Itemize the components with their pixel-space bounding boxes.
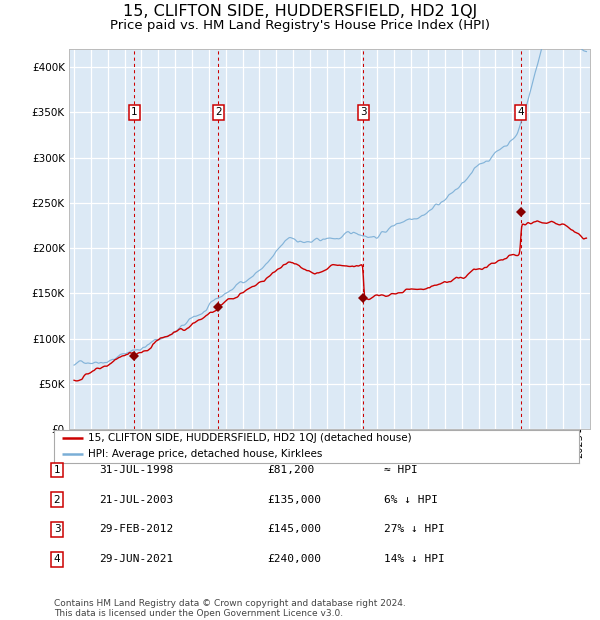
Text: 3: 3	[53, 525, 61, 534]
Text: 1: 1	[53, 465, 61, 475]
Text: 4: 4	[53, 554, 61, 564]
Text: 31-JUL-1998: 31-JUL-1998	[99, 465, 173, 475]
Text: Price paid vs. HM Land Registry's House Price Index (HPI): Price paid vs. HM Land Registry's House …	[110, 19, 490, 32]
Text: £145,000: £145,000	[267, 525, 321, 534]
Text: 15, CLIFTON SIDE, HUDDERSFIELD, HD2 1QJ (detached house): 15, CLIFTON SIDE, HUDDERSFIELD, HD2 1QJ …	[88, 433, 412, 443]
Text: ≈ HPI: ≈ HPI	[384, 465, 418, 475]
Text: 21-JUL-2003: 21-JUL-2003	[99, 495, 173, 505]
Text: 4: 4	[517, 107, 524, 117]
Text: 15, CLIFTON SIDE, HUDDERSFIELD, HD2 1QJ: 15, CLIFTON SIDE, HUDDERSFIELD, HD2 1QJ	[123, 4, 477, 19]
Text: 2: 2	[215, 107, 221, 117]
Text: 1: 1	[131, 107, 137, 117]
Text: £240,000: £240,000	[267, 554, 321, 564]
Text: 6% ↓ HPI: 6% ↓ HPI	[384, 495, 438, 505]
Text: £135,000: £135,000	[267, 495, 321, 505]
Text: Contains HM Land Registry data © Crown copyright and database right 2024.
This d: Contains HM Land Registry data © Crown c…	[54, 599, 406, 618]
Text: £81,200: £81,200	[267, 465, 314, 475]
Text: 3: 3	[360, 107, 367, 117]
Text: 27% ↓ HPI: 27% ↓ HPI	[384, 525, 445, 534]
Text: 2: 2	[53, 495, 61, 505]
Text: HPI: Average price, detached house, Kirklees: HPI: Average price, detached house, Kirk…	[88, 450, 323, 459]
Text: 14% ↓ HPI: 14% ↓ HPI	[384, 554, 445, 564]
Text: 29-JUN-2021: 29-JUN-2021	[99, 554, 173, 564]
Text: 29-FEB-2012: 29-FEB-2012	[99, 525, 173, 534]
